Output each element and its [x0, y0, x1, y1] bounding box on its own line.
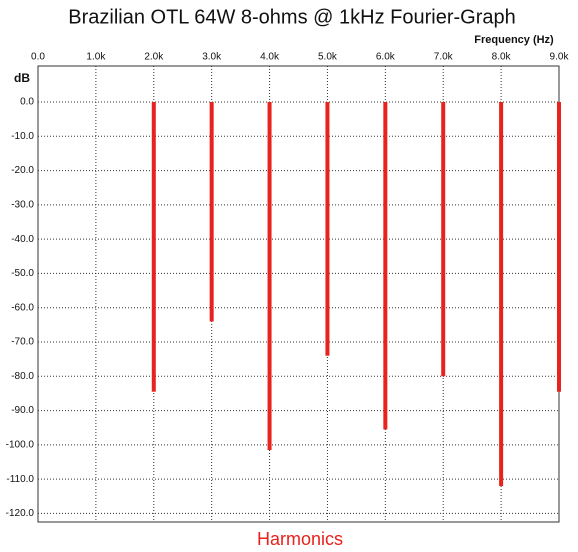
y-tick-label: -100.0 — [6, 439, 35, 450]
x-tick-label: 9.0k — [550, 52, 570, 63]
y-tick-label: -30.0 — [11, 199, 34, 210]
x-tick-label: 8.0k — [492, 52, 512, 63]
x-tick-label: 6.0k — [376, 52, 396, 63]
y-tick-label: -120.0 — [6, 508, 35, 519]
chart-title: Brazilian OTL 64W 8-ohms @ 1kHz Fourier-… — [68, 6, 515, 28]
y-tick-label: -10.0 — [11, 131, 34, 142]
bottom-label: Harmonics — [257, 529, 343, 549]
x-tick-label: 1.0k — [86, 52, 106, 63]
y-tick-label: -40.0 — [11, 234, 34, 245]
x-tick-label: 3.0k — [202, 52, 222, 63]
x-tick-label: 5.0k — [318, 52, 338, 63]
bar — [499, 102, 504, 486]
x-tick-label: 7.0k — [434, 52, 454, 63]
bar — [267, 102, 272, 450]
y-tick-label: -50.0 — [11, 268, 34, 279]
y-axis-label: dB — [14, 71, 30, 85]
y-tick-label: -60.0 — [11, 302, 34, 313]
bar — [209, 102, 214, 322]
bar — [151, 102, 156, 392]
plot-frame — [37, 65, 560, 523]
bar — [325, 102, 330, 356]
x-tick-label: 4.0k — [260, 52, 280, 63]
y-tick-label: -110.0 — [6, 474, 34, 485]
x-tick-label: 0.0 — [31, 52, 45, 63]
y-tick-label: 0.0 — [20, 97, 34, 108]
x-axis-label: Frequency (Hz) — [474, 34, 554, 46]
y-tick-label: -90.0 — [11, 405, 34, 416]
bar — [557, 102, 561, 392]
y-tick-label: -80.0 — [11, 371, 34, 382]
bar — [383, 102, 388, 430]
x-tick-label: 2.0k — [144, 52, 164, 63]
bar — [441, 102, 446, 377]
y-tick-label: -20.0 — [11, 165, 34, 176]
y-tick-label: -70.0 — [11, 337, 34, 348]
